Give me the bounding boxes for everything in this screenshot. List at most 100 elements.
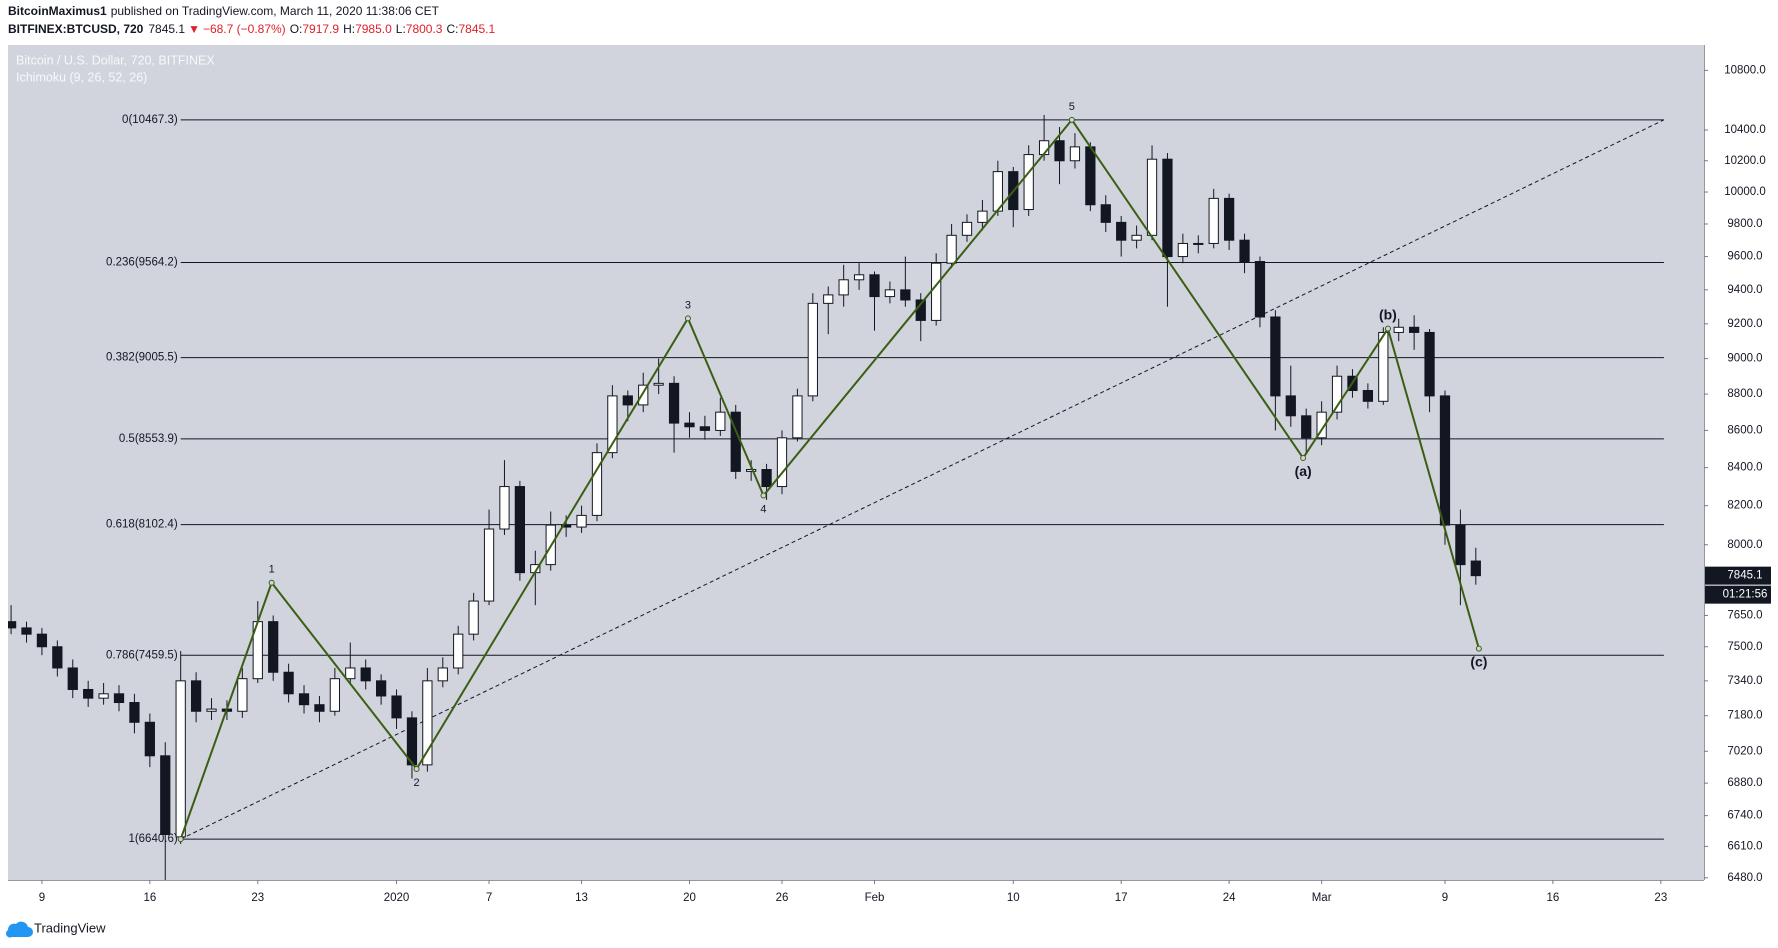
x-tick-label: 16 xyxy=(143,892,156,904)
candle-body xyxy=(607,395,618,454)
footer-logo xyxy=(5,921,33,938)
header-line: BitcoinMaximus1 published on TradingView.… xyxy=(8,4,440,18)
candle-body xyxy=(283,671,294,695)
y-tick-label: 10800.0 xyxy=(1724,64,1766,76)
candle-body xyxy=(776,437,788,488)
candle-body xyxy=(1085,146,1096,206)
x-tick-label: 26 xyxy=(776,892,789,904)
candle-body xyxy=(406,717,418,766)
plot: 0(10467.3) 0.236(9564.2) 0.382(9005.5) 0.5(… xyxy=(8,101,1665,880)
candle-body xyxy=(1254,261,1266,318)
candle-body xyxy=(21,627,32,635)
axes: 10800.0 10400.0 10200.0 10000.0 9800.0 9600.0… xyxy=(39,64,1771,904)
change: −68.7 (−0.87%) xyxy=(203,22,286,36)
candle-body xyxy=(160,755,171,835)
candle-body xyxy=(977,210,988,223)
y-tick-label: 9800.0 xyxy=(1727,218,1762,230)
y-tick-label: 9200.0 xyxy=(1727,318,1762,330)
candle-body xyxy=(1054,140,1065,162)
chart-title: Bitcoin / U.S. Dollar, 720, BITFINEX xyxy=(16,53,215,67)
candle-body xyxy=(761,469,772,488)
footer-brand: TradingView xyxy=(34,920,106,935)
candle-body xyxy=(1100,204,1111,223)
x-tick-label: 2020 xyxy=(384,892,410,904)
y-tick-label: 9000.0 xyxy=(1727,353,1762,365)
candle-body xyxy=(591,452,603,516)
x-tick-label: 7 xyxy=(486,892,492,904)
x-tick-label: 23 xyxy=(1654,892,1667,904)
y-tick-label: 6610.0 xyxy=(1727,840,1762,852)
candle-body xyxy=(98,693,109,699)
candle-body xyxy=(1116,221,1127,241)
fib-label: 1(6640.6) xyxy=(128,833,177,845)
y-tick-label: 7340.0 xyxy=(1727,675,1762,687)
candle-body xyxy=(36,633,48,648)
candle-body xyxy=(144,721,155,757)
last-price-tag xyxy=(1705,566,1771,585)
candle-body xyxy=(314,704,325,712)
y-tick-label: 10000.0 xyxy=(1724,186,1766,198)
wave-point xyxy=(1300,455,1307,462)
fib-label: 0(10467.3) xyxy=(122,114,178,126)
wave-point xyxy=(1475,645,1482,652)
candle-body xyxy=(206,708,217,712)
candle-body xyxy=(807,302,818,397)
wave-label: (c) xyxy=(1470,653,1487,669)
plot-area xyxy=(8,45,1704,880)
price: 7845.1 xyxy=(148,22,185,36)
wave-point xyxy=(413,765,420,772)
x-tick-label: 23 xyxy=(251,892,264,904)
candle-body xyxy=(437,667,448,682)
wave-point xyxy=(177,836,184,843)
candle-body xyxy=(684,422,695,428)
y-tick-label: 8000.0 xyxy=(1727,539,1762,551)
candle-body xyxy=(1301,415,1312,439)
candle-body xyxy=(1193,242,1204,245)
ohlc-key: H: xyxy=(343,22,355,36)
candle-body xyxy=(129,702,140,723)
candle-body xyxy=(8,621,17,629)
candle-body xyxy=(792,395,803,439)
ohlc-value: 7917.9 xyxy=(302,22,339,36)
y-tick-label: 8800.0 xyxy=(1727,388,1762,400)
candle-body xyxy=(1239,239,1250,263)
candle-body xyxy=(1316,411,1327,439)
y-tick-label: 9600.0 xyxy=(1727,251,1762,263)
y-tick-label: 8200.0 xyxy=(1727,500,1762,512)
candle-body xyxy=(422,680,433,766)
wave-label: (a) xyxy=(1295,463,1312,479)
logo xyxy=(5,921,33,938)
candle-body xyxy=(514,486,526,574)
candle-body xyxy=(1177,242,1188,258)
x-tick-label: 16 xyxy=(1547,892,1560,904)
candle-body xyxy=(237,678,248,712)
fib-label: 0.236(9564.2) xyxy=(106,257,178,269)
y-tick-label: 7020.0 xyxy=(1727,745,1762,757)
ohlc-key: O: xyxy=(290,22,303,36)
candle-body xyxy=(576,514,587,528)
y-tick-label: 10400.0 xyxy=(1724,124,1766,136)
candle-body xyxy=(884,289,896,298)
candle-body xyxy=(190,680,202,712)
wave-point xyxy=(684,315,691,322)
ohlc-key: L: xyxy=(396,22,406,36)
x-tick-label: 17 xyxy=(1115,892,1128,904)
candle-body xyxy=(1409,326,1420,333)
y-tick-label: 9400.0 xyxy=(1727,284,1762,296)
y-tick-label: 6480.0 xyxy=(1727,872,1762,884)
y-tick-label: 7180.0 xyxy=(1727,710,1762,722)
wave-label: 4 xyxy=(760,503,766,515)
candle-body xyxy=(853,274,865,281)
y-tick-label: 7500.0 xyxy=(1727,641,1762,653)
countdown-label: 01:21:56 xyxy=(1723,589,1768,601)
arrow: ▼ xyxy=(188,22,200,36)
candle-body xyxy=(653,382,664,386)
wave-label: 3 xyxy=(685,299,691,311)
candle-body xyxy=(83,688,94,699)
candle-body xyxy=(746,469,757,472)
candle-body xyxy=(1270,316,1281,397)
wave-point xyxy=(268,579,275,586)
candle-body xyxy=(1131,234,1142,241)
candle-body xyxy=(499,486,510,530)
